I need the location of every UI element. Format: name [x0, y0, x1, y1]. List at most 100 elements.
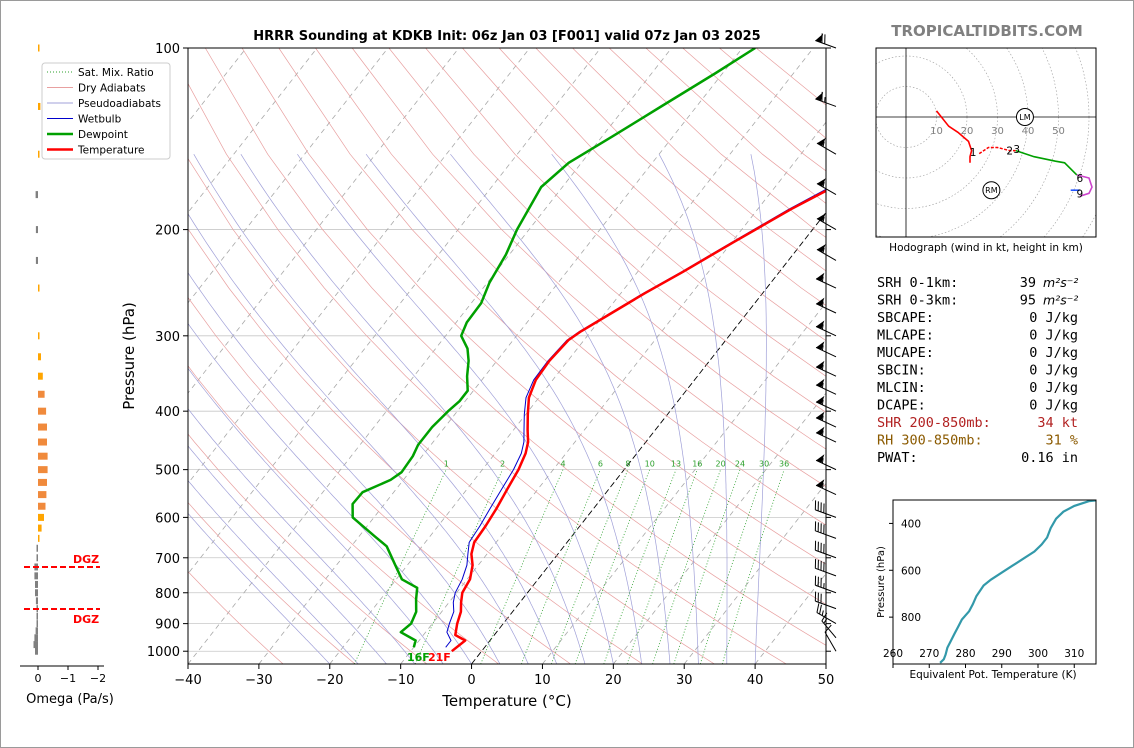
wind-barb-staff	[815, 417, 837, 428]
parameter-value: 0 J/kg	[1029, 328, 1078, 344]
wind-barb-flag	[816, 411, 825, 421]
wind-barb-half-feather	[822, 216, 825, 223]
wind-barb-flag	[816, 454, 825, 463]
mixing-ratio-label: 20	[716, 460, 726, 469]
isotherm-line	[471, 211, 826, 664]
omega-bar	[35, 256, 38, 264]
hodograph-labels: 10 20 30 40 50 1 2 3 6 9 LM RM	[930, 108, 1084, 200]
parameter-value: 0 J/kg	[1029, 310, 1078, 326]
pseudoadiabat-line	[188, 512, 331, 664]
dry-adiabat-line	[188, 82, 787, 664]
parameter-value: 31 %	[1045, 433, 1078, 449]
x-tick-label: −20	[316, 673, 343, 688]
parameter-name: PWAT:	[877, 450, 918, 466]
wind-barb-flag	[816, 341, 825, 351]
parameter-name: SRH 0-1km:	[877, 275, 958, 291]
dry-adiabat-line	[425, 48, 826, 413]
skewt-y-ticks: 100 200 300 400 500 600 700 800 900 1000	[147, 42, 831, 660]
isotherm-line	[0, 48, 34, 664]
parameter-value: 34 kt	[1037, 415, 1078, 431]
dry-adiabat-line	[278, 48, 826, 565]
isotherm-line	[188, 48, 389, 304]
omega-bar	[38, 524, 42, 532]
parameter-name: RH 300-850mb:	[877, 433, 983, 449]
dewpoint-profile	[351, 48, 756, 648]
wind-barb-half-feather	[821, 430, 824, 436]
mixing-ratio-line	[574, 469, 651, 664]
omega-tick-label: −2	[90, 672, 106, 685]
omega-bar	[38, 102, 41, 110]
wind-barb-feather	[819, 604, 822, 615]
omega-bar	[38, 513, 44, 521]
wind-barb-flag	[816, 272, 825, 282]
skewt-plot-area	[188, 48, 826, 664]
pseudoadiabat-line	[750, 154, 767, 664]
isotherm-line	[188, 48, 318, 214]
omega-bar	[38, 438, 47, 446]
omega-bar	[34, 634, 38, 642]
surface-dewpoint-label: 16F	[407, 651, 430, 664]
hodograph-height-label: 2	[1006, 146, 1013, 158]
legend-label-temperature: Temperature	[77, 145, 145, 157]
y-tick-label: 200	[155, 224, 180, 239]
parameter-table: SRH 0-1km: 39 m²s⁻² SRH 0-3km: 95 m²s⁻² SBCAPE…	[877, 275, 1078, 466]
wind-barb-staff	[815, 347, 837, 358]
hodograph-caption: Hodograph (wind in kt, height in km)	[889, 242, 1083, 254]
dry-adiabat-line	[241, 48, 826, 605]
omega-bar	[36, 620, 38, 628]
wind-barb-flag	[816, 378, 825, 388]
wind-barb-half-feather	[821, 415, 824, 421]
watermark: TROPICALTIDBITS.COM	[891, 22, 1083, 40]
x-tick-label: −10	[387, 673, 414, 688]
wind-barb-feather	[824, 624, 832, 633]
temperature-profile	[451, 189, 826, 653]
pseudoadiabat-line	[188, 213, 529, 664]
wind-barb-staff	[815, 600, 837, 610]
mixing-ratio-label: 8	[625, 460, 630, 469]
theta-e-x-tick-label: 280	[955, 648, 975, 660]
hodograph-height-label: 9	[1077, 188, 1084, 200]
theta-e-xlabel: Equivalent Pot. Temperature (K)	[909, 669, 1076, 681]
dry-adiabat-line	[315, 48, 826, 526]
storm-motion-label: LM	[1019, 113, 1030, 122]
hodograph-ring-label: 20	[961, 126, 974, 137]
wind-barb-staff	[816, 183, 837, 196]
dry-adiabat-line	[188, 157, 715, 664]
wind-barb-half-feather	[821, 324, 824, 330]
wind-barb-staff	[816, 142, 837, 155]
omega-bar	[35, 226, 38, 234]
mixing-ratio-line	[353, 469, 447, 664]
wind-barb-staff	[815, 326, 837, 337]
wind-barb-flag	[816, 479, 825, 488]
y-tick-label: 300	[155, 330, 180, 345]
pseudoadiabat-line	[188, 445, 387, 664]
wind-barb-staff	[816, 612, 837, 625]
x-tick-label: 0	[467, 673, 475, 688]
wind-barb-flag	[815, 92, 824, 101]
omega-x-ticks: 0 −1 −2	[20, 665, 106, 685]
parameter-value: 0 J/kg	[1029, 398, 1078, 414]
wetbulb-profile	[445, 188, 826, 648]
wind-barb-flag	[816, 244, 826, 253]
wind-barb-staff	[815, 40, 837, 49]
theta-e-ticks: 260 270 280 290 300 310 400 600 800	[883, 518, 1084, 668]
theta-e-y-tick-label: 400	[901, 518, 921, 530]
omega-bar	[35, 647, 38, 655]
theta-e-x-tick-label: 260	[883, 648, 903, 660]
skewt-frame	[187, 47, 827, 665]
wind-barb-half-feather	[821, 345, 824, 351]
dry-adiabat-line	[388, 48, 826, 450]
parameter-value: 0 J/kg	[1029, 380, 1078, 396]
omega-tick-label: 0	[35, 672, 42, 685]
mixing-ratio-line	[521, 469, 601, 664]
pseudoadiabat-line	[193, 154, 557, 664]
y-tick-label: 400	[155, 405, 180, 420]
omega-bar	[36, 612, 38, 620]
wind-barb-staff	[815, 509, 837, 518]
dgz-label-bottom: DGZ	[73, 613, 99, 626]
pseudoadiabat-line	[188, 480, 359, 664]
hodograph-ring-label: 40	[1022, 126, 1035, 137]
wind-barb-feather	[821, 612, 828, 622]
wind-barb-half-feather	[821, 382, 824, 388]
skewt-legend: Sat. Mix. Ratio Dry Adiabats Pseudoadiab…	[41, 62, 171, 160]
